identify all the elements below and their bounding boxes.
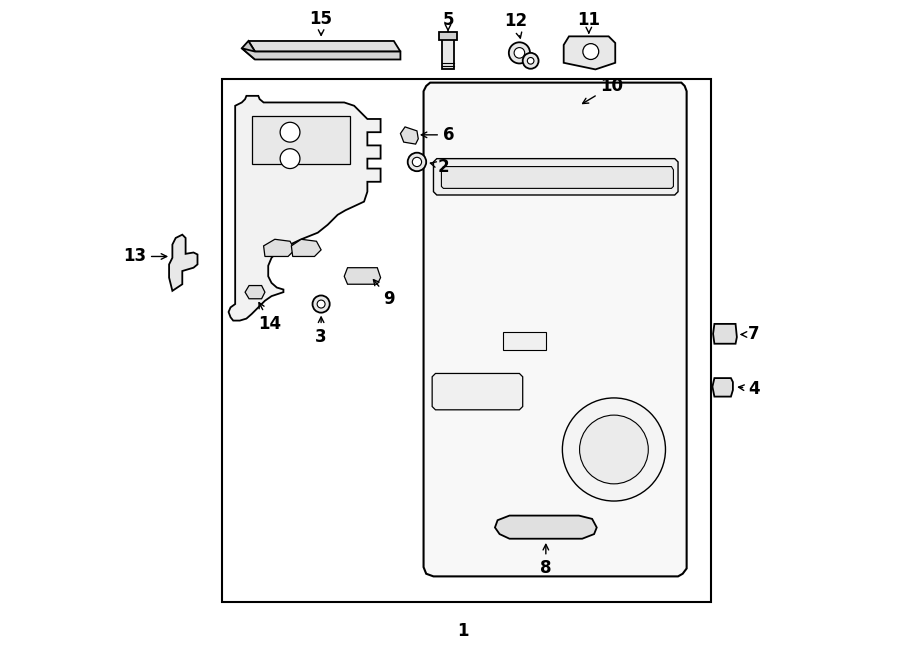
Circle shape bbox=[580, 415, 648, 484]
Text: 9: 9 bbox=[374, 280, 395, 308]
Text: 14: 14 bbox=[258, 303, 282, 333]
Bar bbox=[439, 32, 456, 40]
Text: 11: 11 bbox=[577, 11, 600, 33]
Text: 4: 4 bbox=[739, 379, 760, 398]
Polygon shape bbox=[264, 239, 294, 256]
Text: 12: 12 bbox=[505, 12, 527, 38]
Circle shape bbox=[508, 42, 530, 63]
Polygon shape bbox=[169, 235, 197, 291]
Circle shape bbox=[514, 48, 525, 58]
Text: 10: 10 bbox=[582, 77, 624, 104]
Text: 6: 6 bbox=[421, 126, 454, 144]
Text: 1: 1 bbox=[457, 622, 469, 641]
Polygon shape bbox=[432, 373, 523, 410]
Polygon shape bbox=[456, 91, 579, 127]
Text: 13: 13 bbox=[122, 247, 166, 266]
Polygon shape bbox=[713, 324, 737, 344]
Circle shape bbox=[312, 295, 329, 313]
Polygon shape bbox=[242, 41, 255, 59]
Circle shape bbox=[280, 122, 300, 142]
Circle shape bbox=[412, 157, 421, 167]
Circle shape bbox=[317, 300, 325, 308]
Text: 5: 5 bbox=[442, 11, 454, 32]
Circle shape bbox=[408, 153, 427, 171]
Polygon shape bbox=[713, 378, 733, 397]
Circle shape bbox=[562, 398, 665, 501]
Polygon shape bbox=[441, 167, 673, 188]
Text: 7: 7 bbox=[742, 325, 760, 344]
Polygon shape bbox=[434, 159, 678, 195]
Text: 15: 15 bbox=[310, 9, 333, 35]
Polygon shape bbox=[495, 516, 597, 539]
Polygon shape bbox=[344, 268, 381, 284]
Polygon shape bbox=[242, 48, 400, 59]
Bar bbox=[222, 79, 711, 602]
Polygon shape bbox=[245, 286, 265, 299]
Polygon shape bbox=[424, 83, 687, 576]
Text: 8: 8 bbox=[540, 545, 552, 578]
Text: 3: 3 bbox=[315, 317, 327, 346]
Text: 2: 2 bbox=[430, 157, 449, 176]
Circle shape bbox=[527, 58, 534, 64]
Bar bbox=[503, 332, 545, 350]
Polygon shape bbox=[292, 239, 321, 256]
Bar bbox=[442, 38, 454, 69]
Polygon shape bbox=[400, 127, 418, 144]
Polygon shape bbox=[229, 96, 381, 321]
Polygon shape bbox=[248, 41, 400, 52]
Polygon shape bbox=[563, 36, 616, 69]
Circle shape bbox=[523, 53, 538, 69]
Circle shape bbox=[583, 44, 599, 59]
Circle shape bbox=[280, 149, 300, 169]
Bar bbox=[252, 116, 349, 164]
